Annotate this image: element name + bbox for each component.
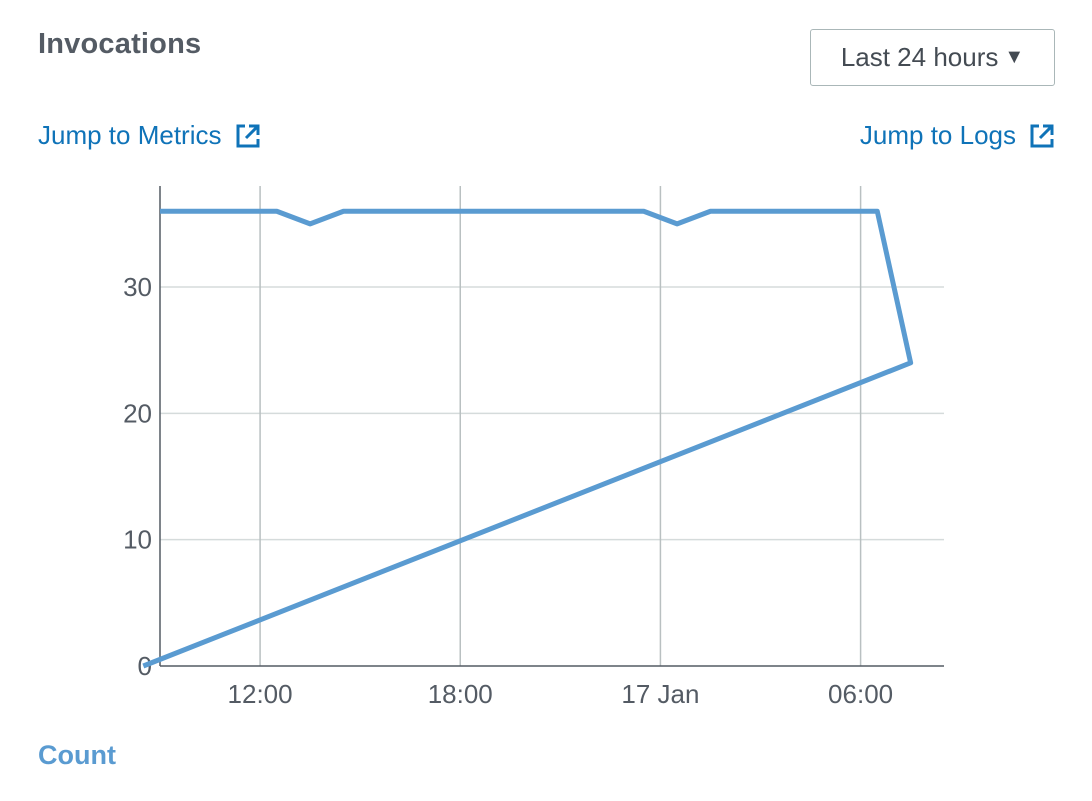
jump-to-logs-label: Jump to Logs: [859, 120, 1016, 150]
legend-count[interactable]: Count: [38, 740, 116, 770]
external-link-icon: [236, 124, 259, 147]
jump-to-metrics-link[interactable]: Jump to Metrics: [38, 120, 262, 151]
time-range-dropdown[interactable]: Last 24 hours ▼: [810, 29, 1055, 86]
jump-to-logs-link[interactable]: Jump to Logs: [860, 120, 1056, 151]
x-tick-label: 12:00: [228, 679, 293, 709]
time-range-label: Last 24 hours: [840, 42, 999, 72]
y-tick-label: 10: [123, 525, 152, 555]
widget-title: Invocations: [38, 28, 202, 60]
series-line-count: [142, 208, 914, 669]
external-link-icon: [1030, 124, 1054, 147]
x-tick-label: 18:00: [428, 679, 493, 709]
jump-to-metrics-label: Jump to Metrics: [38, 120, 222, 150]
triangle-down-icon: ▼: [1004, 46, 1025, 68]
x-tick-label: 17 Jan: [621, 679, 699, 709]
y-tick-label: 30: [123, 272, 152, 302]
x-tick-label: 06:00: [828, 679, 893, 709]
y-tick-label: 20: [123, 398, 152, 428]
